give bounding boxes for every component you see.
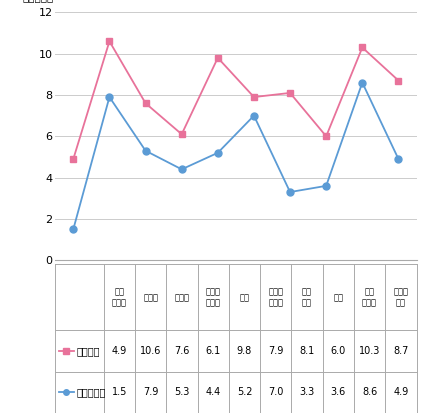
- Text: 5.2: 5.2: [237, 387, 252, 397]
- Text: 6.1: 6.1: [206, 346, 221, 356]
- 売上非増加: [215, 150, 220, 155]
- Text: （スコア）: （スコア）: [23, 0, 54, 2]
- Text: 4.9: 4.9: [393, 387, 408, 397]
- Line: 売上非増加: 売上非増加: [70, 79, 402, 233]
- Text: サービ
ス業: サービ ス業: [394, 288, 408, 307]
- 売上増加: [251, 95, 256, 100]
- Text: 建設業: 建設業: [174, 293, 190, 302]
- 売上増加: [360, 45, 365, 50]
- Text: 4.4: 4.4: [206, 387, 221, 397]
- 売上増加: [107, 39, 112, 44]
- 売上非増加: [360, 80, 365, 85]
- 売上増加: [71, 157, 76, 161]
- Text: 9.8: 9.8: [237, 346, 252, 356]
- Text: 電力・
ガス等: 電力・ ガス等: [206, 288, 221, 307]
- Text: 4.9: 4.9: [112, 346, 127, 356]
- 売上非増加: [396, 157, 401, 161]
- Text: 8.7: 8.7: [393, 346, 408, 356]
- Text: 6.0: 6.0: [331, 346, 346, 356]
- Text: 7.9: 7.9: [268, 346, 283, 356]
- 売上非増加: [71, 227, 76, 232]
- Text: 1.5: 1.5: [112, 387, 127, 397]
- Text: 運輸: 運輸: [333, 293, 343, 302]
- Text: 売上非増加: 売上非増加: [76, 387, 105, 397]
- Text: 売上増加: 売上増加: [76, 346, 100, 356]
- Text: 10.3: 10.3: [359, 346, 380, 356]
- 売上増加: [143, 101, 148, 106]
- 売上非増加: [179, 167, 184, 172]
- 売上増加: [396, 78, 401, 83]
- Text: 8.6: 8.6: [362, 387, 377, 397]
- 売上増加: [287, 90, 292, 95]
- Text: 農林
水産業: 農林 水産業: [112, 288, 127, 307]
- 売上非増加: [251, 113, 256, 118]
- Text: 商業: 商業: [239, 293, 249, 302]
- 売上非増加: [324, 183, 329, 188]
- Text: 不動
産業: 不動 産業: [302, 288, 312, 307]
- Line: 売上増加: 売上増加: [70, 38, 402, 162]
- Text: 7.9: 7.9: [143, 387, 159, 397]
- 売上非増加: [143, 148, 148, 153]
- Text: 3.6: 3.6: [331, 387, 346, 397]
- Text: 金融・
保険業: 金融・ 保険業: [268, 288, 283, 307]
- 売上増加: [324, 134, 329, 139]
- Text: 8.1: 8.1: [299, 346, 314, 356]
- Text: 10.6: 10.6: [140, 346, 162, 356]
- Text: 7.6: 7.6: [174, 346, 190, 356]
- 売上増加: [215, 55, 220, 60]
- Text: 情報
通信業: 情報 通信業: [362, 288, 377, 307]
- 売上非増加: [107, 95, 112, 100]
- Text: 3.3: 3.3: [299, 387, 314, 397]
- Text: 5.3: 5.3: [174, 387, 190, 397]
- 売上非増加: [287, 190, 292, 195]
- Text: 製造業: 製造業: [143, 293, 158, 302]
- Text: 7.0: 7.0: [268, 387, 283, 397]
- 売上増加: [179, 132, 184, 137]
